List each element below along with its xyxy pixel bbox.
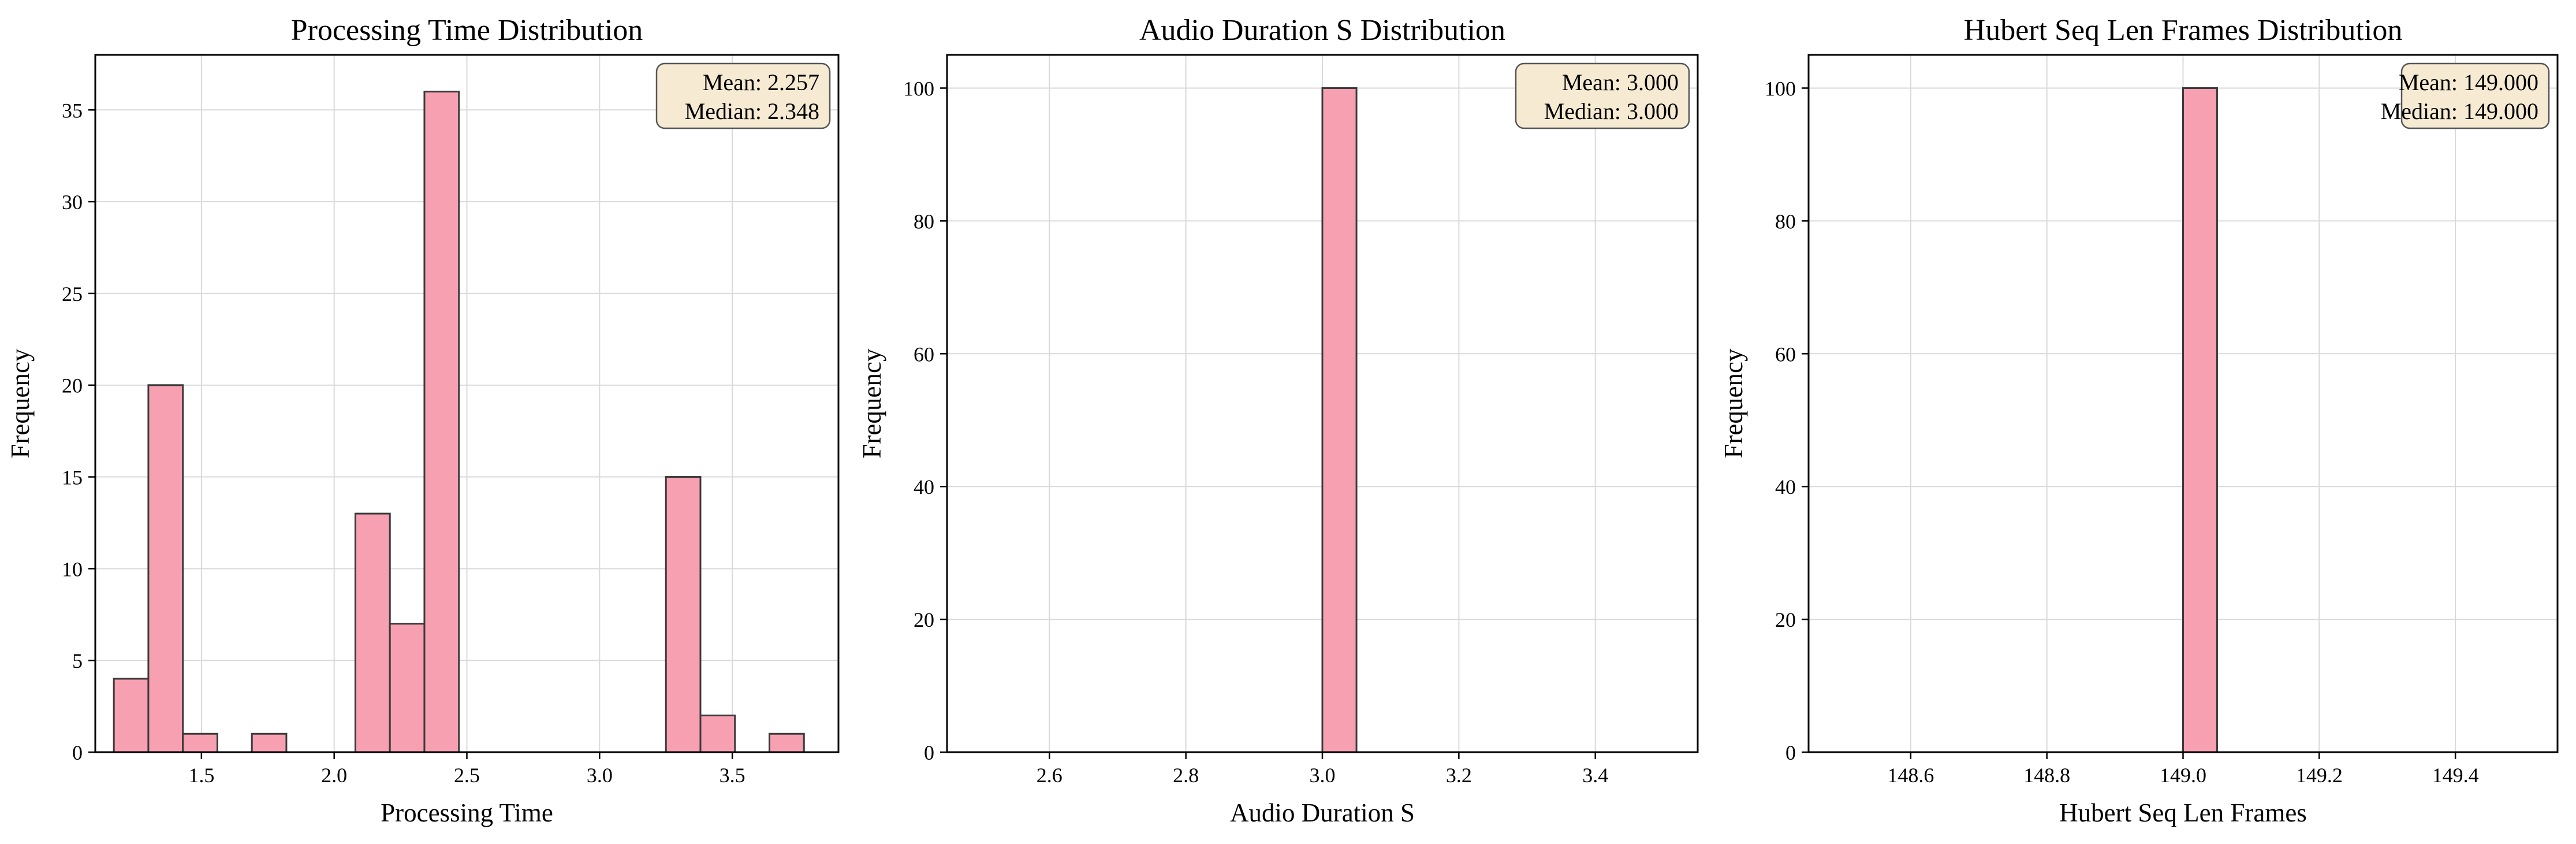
x-axis-label: Processing Time — [381, 798, 553, 827]
x-tick-label: 3.5 — [720, 764, 745, 787]
histogram-bar — [2182, 87, 2218, 753]
x-axis-label: Hubert Seq Len Frames — [2059, 798, 2307, 827]
x-tick-label: 2.6 — [1037, 764, 1063, 787]
stats-box — [2400, 62, 2550, 129]
y-axis-label: Frequency — [858, 348, 886, 458]
histogram-bar — [147, 384, 184, 753]
chart-panel-2: 2.6 2.8 3.0 3.2 3.4 0 20 40 60 80 100 Audio Duratio… — [858, 14, 1699, 827]
y-axis-label: Frequency — [6, 348, 35, 458]
x-tick-label: 3.2 — [1446, 764, 1472, 787]
histogram-bar — [423, 91, 460, 753]
x-tick-label: 1.5 — [188, 764, 214, 787]
x-tick-label: 149.0 — [2160, 764, 2206, 787]
chart-title: Audio Duration S Distribution — [1139, 14, 1505, 47]
histogram-bar — [389, 623, 426, 753]
x-tick-label: 3.4 — [1582, 764, 1608, 787]
y-tick-label: 0 — [924, 741, 934, 764]
y-tick-label: 60 — [914, 343, 934, 366]
y-tick-label: 10 — [62, 557, 83, 581]
y-tick-label: 40 — [914, 475, 934, 499]
y-tick-label: 60 — [1775, 343, 1796, 366]
y-tick-label: 80 — [1775, 210, 1796, 233]
x-tick-label: 149.2 — [2296, 764, 2343, 787]
histogram-bar — [1321, 87, 1358, 753]
x-tick-label: 149.4 — [2432, 764, 2479, 787]
x-tick-label: 2.8 — [1173, 764, 1199, 787]
median-label: Median: 149.000 — [2381, 98, 2538, 124]
x-tick-label: 148.6 — [1887, 764, 1934, 787]
y-tick-label: 20 — [62, 374, 83, 397]
x-tick-label: 2.5 — [454, 764, 480, 787]
y-tick-label: 5 — [72, 649, 83, 672]
y-tick-label: 80 — [914, 210, 934, 233]
histogram-bar — [699, 714, 736, 753]
y-tick-label: 100 — [903, 77, 934, 100]
stats-box — [655, 62, 831, 129]
x-tick-label: 3.0 — [1310, 764, 1336, 787]
chart-title: Hubert Seq Len Frames Distribution — [1964, 14, 2403, 47]
median-label: Median: 3.000 — [1544, 98, 1679, 124]
mean-label: Mean: 2.257 — [703, 69, 819, 95]
x-tick-label: 3.0 — [587, 764, 613, 787]
y-tick-label: 30 — [62, 191, 83, 214]
median-label: Median: 2.348 — [685, 98, 819, 124]
y-tick-label: 25 — [62, 282, 83, 306]
y-tick-label: 40 — [1775, 475, 1796, 499]
mean-label: Mean: 149.000 — [2399, 69, 2538, 95]
stats-box — [1515, 62, 1690, 129]
y-axis-label: Frequency — [1719, 348, 1748, 458]
y-tick-label: 100 — [1765, 77, 1796, 100]
histogram-bar — [354, 512, 391, 753]
x-axis-label: Audio Duration S — [1230, 798, 1415, 827]
chart-panel-1: 1.5 2.0 2.5 3.0 3.5 0 5 10 15 20 25 30 35 Processing … — [6, 14, 840, 827]
histogram-bar — [768, 733, 805, 753]
mean-label: Mean: 3.000 — [1562, 69, 1679, 95]
y-tick-label: 35 — [62, 99, 83, 122]
x-tick-label: 2.0 — [321, 764, 347, 787]
y-tick-label: 0 — [72, 741, 83, 764]
chart-title: Processing Time Distribution — [291, 14, 643, 47]
histogram-bar — [113, 678, 150, 753]
y-tick-label: 15 — [62, 466, 83, 489]
histogram-bar — [665, 476, 702, 753]
y-tick-label: 20 — [1775, 608, 1796, 631]
x-tick-label: 148.8 — [2023, 764, 2070, 787]
y-tick-label: 0 — [1785, 741, 1796, 764]
chart-panel-3: 148.6 148.8 149.0 149.2 149.4 0 20 40 60 80 100 Hub… — [1719, 14, 2559, 827]
histogram-bar — [182, 733, 218, 753]
y-tick-label: 20 — [914, 608, 934, 631]
histogram-bar — [251, 733, 288, 753]
